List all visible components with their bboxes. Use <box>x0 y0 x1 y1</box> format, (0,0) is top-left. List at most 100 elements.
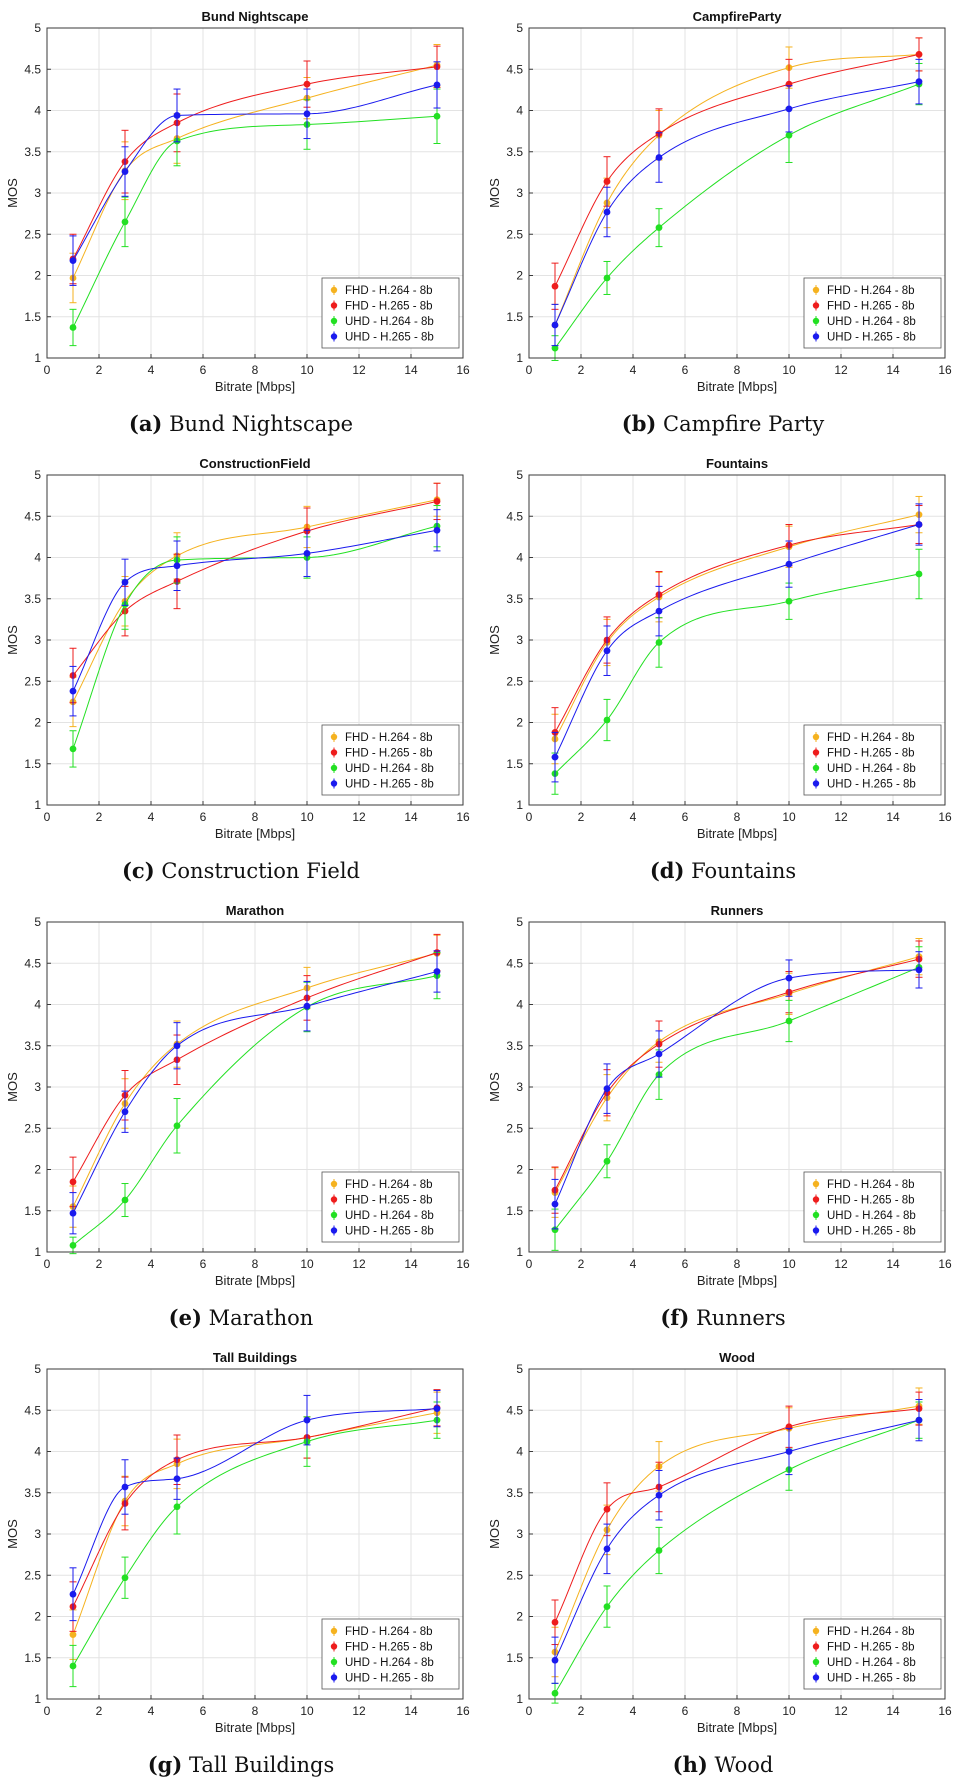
y-tick-label: 1.5 <box>506 757 523 771</box>
legend-marker <box>812 1658 820 1666</box>
legend-marker <box>812 1227 820 1234</box>
x-tick-label: 14 <box>404 1257 418 1271</box>
y-tick-label: 1.5 <box>506 1204 523 1218</box>
y-tick-label: 4 <box>34 104 41 118</box>
data-point <box>551 1200 559 1208</box>
caption-label: (e) <box>168 1305 202 1330</box>
y-tick-label: 2 <box>34 716 41 730</box>
legend-label: FHD - H.264 - 8b <box>345 1626 433 1638</box>
data-point <box>69 1209 77 1217</box>
x-tick-label: 14 <box>404 1704 418 1718</box>
x-tick-label: 12 <box>834 810 848 824</box>
data-point <box>785 974 793 982</box>
x-tick-label: 10 <box>300 1704 314 1718</box>
y-tick-label: 3 <box>34 1527 41 1541</box>
legend-marker <box>812 1627 820 1635</box>
y-tick-label: 4.5 <box>506 956 523 970</box>
data-point <box>785 1448 793 1455</box>
y-tick-label: 1 <box>34 351 41 365</box>
caption-label: (f) <box>660 1305 690 1330</box>
legend-box <box>321 1618 460 1690</box>
legend-marker <box>330 1674 338 1681</box>
data-point <box>433 112 441 120</box>
y-tick-label: 2.5 <box>24 227 41 241</box>
data-point <box>603 1085 611 1093</box>
chart-title: Fountains <box>706 456 768 471</box>
legend: FHD - H.264 - 8b FHD - H.265 - 8b UHD - H.… <box>803 1171 942 1243</box>
series-uhd-h265 <box>69 61 441 286</box>
data-point <box>785 1017 793 1025</box>
y-tick-label: 1 <box>516 1245 523 1259</box>
x-tick-label: 8 <box>734 810 741 824</box>
chart-3: ConstructionField 0 2 4 6 8 10 12 14 16 1 1.5 2 2.5 3 3… <box>5 456 470 841</box>
legend-label: UHD - H.264 - 8b <box>345 1210 434 1222</box>
chart-panel-8: Wood 0 2 4 6 8 10 12 14 16 1 1.5 2 2.5 3 3.5 4 4.5 5 Bitrat… <box>482 1341 964 1785</box>
y-tick-label: 1 <box>516 351 523 365</box>
data-point <box>551 1618 559 1626</box>
data-point <box>603 716 611 724</box>
y-tick-label: 3 <box>516 186 523 200</box>
data-point <box>603 1603 611 1610</box>
legend: FHD - H.264 - 8b FHD - H.265 - 8b UHD - H.… <box>321 1171 460 1243</box>
x-tick-label: 10 <box>300 1257 314 1271</box>
data-point <box>433 968 441 975</box>
caption-label: (a) <box>128 411 163 436</box>
legend-label: UHD - H.264 - 8b <box>827 1657 916 1669</box>
data-point <box>915 521 923 528</box>
chart-panel-4: Fountains 0 2 4 6 8 10 12 14 16 1 1.5 2 2.5 3 3.5 4 4.5 5 B… <box>482 447 964 891</box>
chart-title: Wood <box>719 1350 755 1365</box>
legend-label: FHD - H.264 - 8b <box>827 1179 915 1191</box>
data-point <box>655 1547 663 1554</box>
x-tick-label: 0 <box>44 1257 51 1271</box>
legend-label: FHD - H.264 - 8b <box>345 1179 433 1191</box>
x-tick-label: 4 <box>148 810 155 824</box>
data-point <box>785 105 793 113</box>
data-point <box>551 1656 559 1664</box>
data-point <box>121 578 129 586</box>
x-tick-label: 8 <box>252 810 259 824</box>
chart-4: Fountains 0 2 4 6 8 10 12 14 16 1 1.5 2 2.5 3 3.5 4 4.5 5 B… <box>487 456 952 841</box>
legend-label: FHD - H.264 - 8b <box>827 1626 915 1638</box>
y-tick-label: 4.5 <box>506 62 523 76</box>
x-tick-label: 8 <box>734 363 741 377</box>
legend-marker <box>330 286 338 294</box>
data-point <box>433 526 441 534</box>
legend-marker <box>330 1196 338 1203</box>
x-tick-label: 14 <box>886 363 900 377</box>
y-tick-label: 1 <box>516 1692 523 1706</box>
data-point <box>785 560 793 568</box>
x-tick-label: 16 <box>938 1704 952 1718</box>
y-tick-label: 3 <box>516 633 523 647</box>
data-point <box>551 1226 559 1234</box>
y-tick-label: 4 <box>34 998 41 1012</box>
data-point <box>69 257 77 265</box>
y-tick-label: 5 <box>34 21 41 35</box>
y-tick-label: 1.5 <box>24 1651 41 1665</box>
y-tick-label: 5 <box>516 1362 523 1376</box>
y-tick-label: 2 <box>516 1163 523 1177</box>
data-point <box>121 218 129 226</box>
data-point <box>551 321 559 329</box>
legend-label: FHD - H.264 - 8b <box>345 732 433 744</box>
legend-marker <box>812 764 820 772</box>
legend-label: FHD - H.265 - 8b <box>827 748 915 760</box>
x-tick-label: 4 <box>148 363 155 377</box>
x-tick-label: 8 <box>252 1257 259 1271</box>
legend-marker <box>812 1674 820 1681</box>
legend-label: UHD - H.264 - 8b <box>345 1657 434 1669</box>
y-tick-label: 2 <box>516 269 523 283</box>
legend: FHD - H.264 - 8b FHD - H.265 - 8b UHD - H.… <box>321 724 460 796</box>
legend-marker <box>812 1196 820 1203</box>
data-point <box>655 224 663 232</box>
chart-panel-1: Bund Nightscape 0 2 4 6 8 10 12 14 16 1 1.5 2 2.5 3 3.5… <box>0 0 482 444</box>
data-point <box>603 274 611 282</box>
chart-panel-7: Tall Buildings 0 2 4 6 8 10 12 14 16 1 1.5 2 2.5 3 3.5 4… <box>0 1341 482 1785</box>
legend-marker <box>812 1643 820 1650</box>
y-tick-label: 2.5 <box>506 1568 523 1582</box>
caption-text: Marathon <box>208 1306 314 1330</box>
data-point <box>433 81 441 89</box>
legend: FHD - H.264 - 8b FHD - H.265 - 8b UHD - H.… <box>803 1618 942 1690</box>
x-tick-label: 12 <box>834 1257 848 1271</box>
data-point <box>655 1491 663 1499</box>
